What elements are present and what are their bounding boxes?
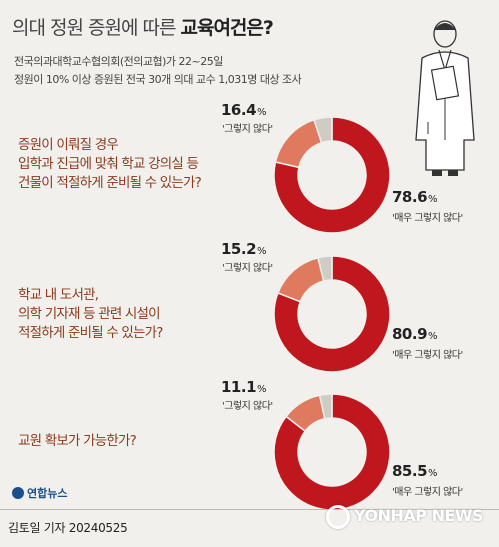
question-1: 증원이 이뤄질 경우 입학과 진급에 맞춰 학교 강의실 등 건물이 적절하게 … — [18, 137, 202, 191]
pct-value-3a: 85.5% — [392, 462, 438, 480]
source-line-2: 정원이 10% 이상 증원된 전국 30개 의대 교수 1,031명 대상 조사 — [14, 73, 302, 86]
slice-rest — [318, 393, 333, 420]
pct-label-3a: '매우 그렇지 않다' — [392, 487, 463, 498]
yonhap-logo: 연합뉴스 — [12, 485, 67, 501]
question-3: 교원 확보가 가능한가? — [18, 433, 137, 449]
pct-value-3b: 11.1% — [221, 378, 267, 396]
footer-divider — [0, 509, 499, 510]
pct-label-1b: '그렇지 않다' — [222, 124, 273, 135]
pct-value-1b: 16.4% — [221, 101, 267, 119]
pct-value-1a: 78.6% — [392, 188, 438, 206]
slice-disagree — [274, 118, 323, 169]
donut-chart-1 — [273, 116, 391, 234]
pct-label-3b: '그렇지 않다' — [222, 401, 273, 412]
slice-rest — [313, 116, 333, 144]
watermark-icon — [326, 505, 350, 529]
watermark-text: YONHAP NEWS — [354, 506, 484, 525]
title-bold: 교육여건은? — [180, 17, 273, 39]
source-line-1: 전국의과대학교수협의회(전의교협)가 22~25일 — [14, 55, 223, 68]
pct-label-2a: '매우 그렇지 않다' — [392, 350, 463, 361]
question-2: 학교 내 도서관, 의학 기자재 등 관련 시설이 적절하게 준비될 수 있는가… — [18, 287, 163, 341]
logo-icon — [12, 487, 24, 499]
donut-chart-3 — [273, 393, 391, 511]
chart-title: 의대 정원 증원에 따른 교육여건은? — [12, 13, 274, 40]
slice-very-disagree — [273, 255, 391, 373]
slice-rest — [317, 255, 333, 282]
pct-value-2b: 15.2% — [221, 240, 267, 258]
doctor-illustration — [415, 20, 475, 176]
slice-disagree — [276, 256, 325, 303]
watermark: YONHAP NEWS — [326, 505, 484, 529]
pct-label-1a: '매우 그렇지 않다' — [392, 213, 463, 224]
logo-text: 연합뉴스 — [27, 487, 68, 500]
title-light: 의대 정원 증원에 따른 — [12, 17, 181, 39]
pct-label-2b: '그렇지 않다' — [222, 263, 273, 274]
donut-chart-2 — [273, 255, 391, 373]
pct-value-2a: 80.9% — [392, 325, 438, 343]
slice-very-disagree — [273, 393, 391, 511]
byline: 김토일 기자 20240525 — [8, 521, 128, 535]
slice-very-disagree — [273, 116, 391, 234]
